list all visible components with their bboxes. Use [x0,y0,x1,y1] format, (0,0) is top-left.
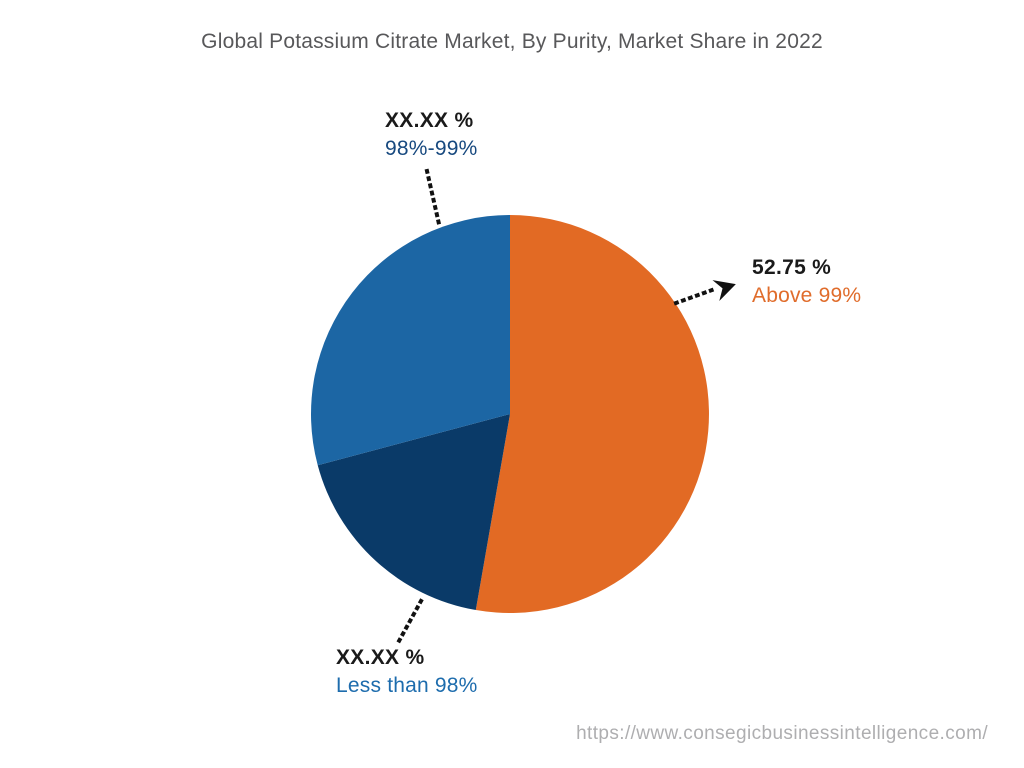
callout-arrowhead-icon [712,280,736,302]
callout-98-99-label: 98%-99% [385,137,478,160]
source-url: https://www.consegicbusinessintelligence… [576,723,988,744]
pie-slice-98-99 [311,215,510,466]
chart-title: Global Potassium Citrate Market, By Puri… [201,30,823,53]
pie-slice-above-99 [475,215,709,613]
callout-above-99-label: Above 99% [752,284,862,307]
callout-line-less-98 [396,598,424,644]
callout-98-99-value: XX.XX % [385,109,474,132]
callout-less-98: XX.XX % Less than 98% [336,644,478,700]
callout-above-99: 52.75 % Above 99% [752,254,861,310]
callout-above-99-value: 52.75 % [752,256,832,279]
callout-less-98-value: XX.XX % [336,646,425,669]
pie-slices [311,215,709,613]
pie-slice-less-than-98 [317,414,510,611]
callout-line-98-99 [424,168,442,227]
callout-less-98-label: Less than 98% [336,674,478,697]
callout-line-above-99 [673,286,718,306]
callout-98-99: XX.XX % 98%-99% [385,107,477,163]
